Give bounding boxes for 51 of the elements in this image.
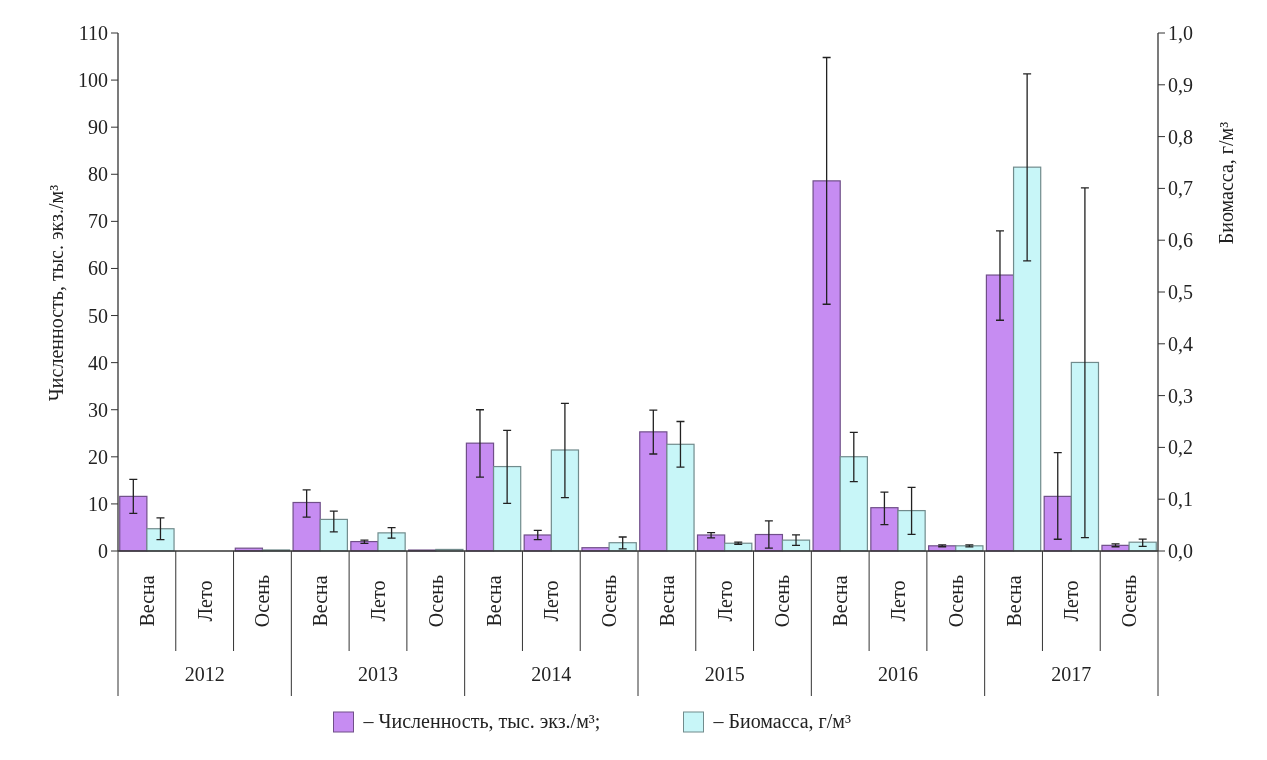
- y-tick-label: 20: [88, 445, 108, 468]
- x-tick-label: Осень: [424, 574, 447, 628]
- y-tick-label: 100: [78, 69, 108, 92]
- x-tick-label: Осень: [771, 574, 794, 628]
- y2-tick-label: 1,0: [1168, 22, 1193, 44]
- y2-axis-title: Биомасса, г/м³: [1215, 121, 1237, 245]
- y-tick-label: 80: [88, 163, 108, 186]
- x-tick-label: Лето: [367, 580, 389, 622]
- y2-tick-label: 0,8: [1168, 125, 1193, 148]
- x-tick-label: Лето: [540, 580, 563, 622]
- x-tick-label: Весна: [655, 575, 678, 627]
- y-tick-label: 10: [88, 492, 108, 515]
- y-tick-label: 0: [98, 540, 108, 562]
- text: 2014: [531, 663, 572, 685]
- y2-tick-label: 0,7: [1168, 177, 1193, 200]
- x-tick-label: Весна: [829, 575, 852, 627]
- x-tick-label: Осень: [1118, 574, 1141, 628]
- y-tick-label: 30: [88, 398, 108, 421]
- x-tick-label: Весна: [135, 575, 158, 627]
- x-tick-label: Лето: [713, 580, 736, 622]
- text: 2013: [358, 663, 398, 685]
- y-tick-label: 40: [88, 351, 108, 374]
- y-tick-label: 70: [88, 210, 108, 233]
- legend-label: – Численность, тыс. экз./м³;: [362, 710, 601, 732]
- y-tick-label: 60: [88, 257, 108, 280]
- y-tick-label: 90: [88, 116, 108, 139]
- x-tick-label: Весна: [309, 575, 332, 627]
- y-axis-title: Численность, тыс. экз./м³: [45, 184, 67, 402]
- y2-tick-label: 0,9: [1168, 73, 1193, 96]
- text: 2015: [704, 663, 745, 685]
- x-tick-label: Лето: [1060, 580, 1083, 622]
- x-tick-label: Лето: [193, 580, 216, 622]
- y2-tick-label: 0,0: [1168, 540, 1193, 562]
- x-tick-label: Лето: [887, 580, 909, 622]
- x-tick-label: Осень: [251, 574, 274, 628]
- y2-tick-label: 0,3: [1168, 384, 1193, 407]
- y-tick-label: 110: [78, 22, 108, 44]
- y2-tick-label: 0,2: [1168, 436, 1193, 459]
- legend-label: – Биомасса, г/м³: [712, 710, 851, 732]
- y2-tick-label: 0,1: [1168, 488, 1193, 511]
- y2-tick-label: 0,5: [1168, 281, 1193, 303]
- text: 2017: [1051, 663, 1092, 685]
- text: 2012: [184, 663, 225, 685]
- y-tick-label: 50: [88, 304, 108, 327]
- text: 2016: [878, 663, 918, 685]
- x-tick-label: Осень: [598, 574, 621, 628]
- y2-tick-label: 0,6: [1168, 229, 1193, 252]
- x-tick-label: Весна: [482, 575, 505, 627]
- x-tick-label: Весна: [1002, 575, 1025, 627]
- x-tick-label: Осень: [944, 574, 967, 628]
- y2-tick-label: 0,4: [1168, 332, 1193, 355]
